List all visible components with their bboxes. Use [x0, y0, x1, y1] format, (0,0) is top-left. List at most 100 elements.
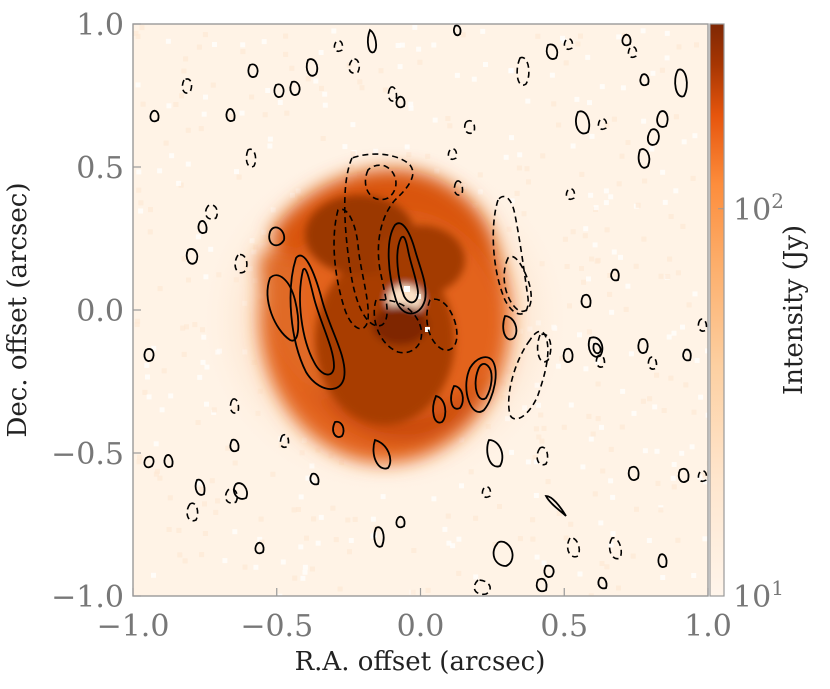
noise-pixel — [625, 140, 631, 145]
noise-pixel — [277, 593, 283, 596]
noise-pixel — [265, 88, 271, 93]
noise-pixel — [331, 28, 337, 34]
noise-pixel — [635, 202, 641, 208]
noise-pixel — [253, 564, 259, 570]
noise-pixel — [185, 127, 191, 133]
noise-pixel — [595, 359, 601, 365]
noise-pixel — [608, 478, 614, 484]
noise-pixel — [302, 564, 308, 570]
noise-pixel — [133, 30, 139, 36]
noise-pixel — [563, 60, 569, 66]
noise-pixel — [568, 521, 574, 527]
noise-pixel — [530, 536, 536, 542]
noise-pixel — [594, 258, 600, 264]
noise-pixel — [183, 56, 189, 62]
noise-pixel — [589, 256, 595, 262]
noise-pixel — [138, 200, 144, 206]
noise-pixel — [533, 493, 539, 498]
noise-pixel — [517, 536, 523, 542]
noise-pixel — [446, 540, 452, 546]
noise-pixel — [359, 85, 365, 91]
noise-pixel — [157, 286, 163, 292]
noise-pixel — [586, 276, 591, 282]
noise-pixel — [195, 420, 201, 425]
noise-pixel — [588, 192, 594, 198]
noise-pixel — [397, 64, 403, 70]
noise-pixel — [261, 39, 267, 45]
noise-pixel — [181, 256, 187, 262]
noise-pixel — [589, 133, 595, 139]
noise-pixel — [642, 448, 648, 454]
colorbar-label: Intensity (Jy) — [779, 225, 809, 395]
noise-pixel — [680, 324, 685, 330]
noise-pixel — [198, 126, 204, 132]
noise-pixel — [456, 536, 462, 542]
noise-pixel — [646, 538, 652, 543]
noise-pixel — [311, 516, 317, 522]
noise-pixel — [417, 59, 423, 65]
noise-pixel — [357, 79, 363, 85]
noise-pixel — [305, 76, 311, 82]
noise-pixel — [561, 38, 567, 44]
noise-pixel — [634, 506, 639, 512]
noise-pixel — [153, 471, 159, 477]
noise-pixel — [514, 190, 520, 196]
noise-pixel — [277, 100, 283, 105]
noise-pixel — [533, 459, 539, 465]
noise-pixel — [395, 43, 401, 48]
noise-pixel — [592, 242, 598, 248]
noise-pixel — [652, 404, 658, 410]
noise-pixel — [258, 516, 264, 522]
noise-pixel — [599, 424, 604, 430]
noise-pixel — [703, 479, 708, 485]
noise-pixel — [595, 416, 601, 422]
noise-pixel — [270, 471, 276, 477]
noise-pixel — [211, 407, 217, 413]
noise-pixel — [337, 586, 343, 592]
noise-pixel — [604, 122, 610, 128]
noise-pixel — [370, 516, 376, 522]
noise-pixel — [579, 266, 584, 271]
noise-pixel — [586, 413, 592, 419]
noise-pixel — [581, 279, 587, 285]
noise-pixel — [201, 111, 207, 117]
y-tick-label: 0.0 — [76, 294, 124, 329]
noise-pixel — [686, 302, 692, 308]
noise-pixel — [599, 561, 605, 566]
noise-pixel — [232, 460, 238, 466]
noise-pixel — [148, 207, 153, 213]
noise-pixel — [460, 32, 466, 38]
noise-pixel — [604, 564, 610, 570]
noise-pixel — [378, 68, 384, 74]
noise-pixel — [283, 33, 289, 39]
noise-pixel — [153, 441, 159, 447]
noise-pixel — [239, 110, 245, 116]
noise-pixel — [199, 486, 205, 492]
noise-pixel — [208, 246, 214, 252]
noise-pixel — [289, 65, 295, 71]
noise-pixel — [330, 505, 336, 511]
noise-pixel — [185, 161, 191, 167]
noise-pixel — [661, 408, 667, 413]
noise-pixel — [135, 33, 141, 39]
noise-pixel — [659, 67, 665, 73]
noise-pixel — [262, 112, 268, 118]
noise-pixel — [292, 575, 298, 581]
noise-pixel — [137, 454, 143, 460]
noise-pixel — [410, 589, 416, 595]
noise-pixel — [694, 42, 699, 48]
noise-pixel — [593, 205, 599, 211]
noise-pixel — [319, 85, 324, 91]
noise-pixel — [456, 570, 462, 576]
noise-pixel — [673, 188, 679, 194]
noise-pixel — [492, 542, 498, 547]
noise-pixel — [671, 330, 677, 336]
noise-pixel — [551, 101, 557, 107]
noise-pixel — [541, 560, 547, 566]
y-tick-label: −1.0 — [51, 580, 124, 615]
noise-pixel — [604, 227, 610, 233]
noise-pixel — [196, 44, 202, 50]
contour-overlay — [143, 24, 692, 593]
noise-pixel — [176, 527, 182, 533]
noise-pixel — [447, 123, 453, 129]
